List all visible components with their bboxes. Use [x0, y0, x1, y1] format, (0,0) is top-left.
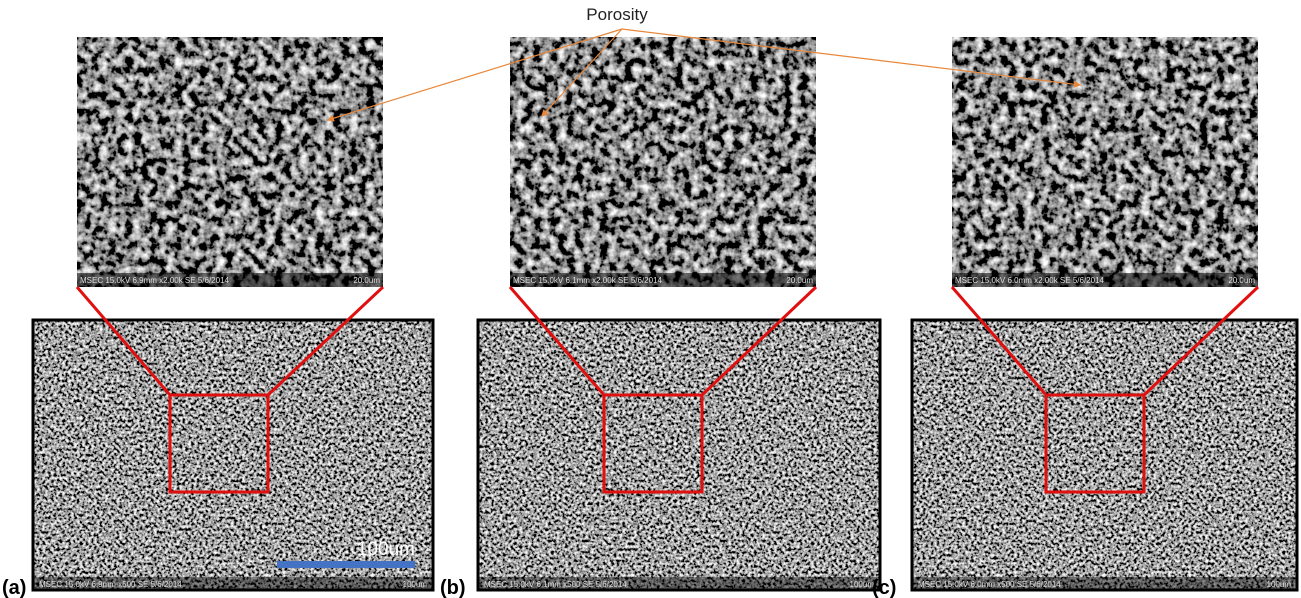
image-info: MSEC 15.0kV 6.0mm x2.00k SE 5/6/2014 [955, 276, 1105, 285]
panel-label: (a) [2, 577, 26, 598]
sem-image-zoom [77, 37, 383, 287]
image-scale: 20.0um [786, 276, 813, 285]
panel-label: (c) [872, 577, 896, 598]
sem-image-zoom [510, 37, 816, 287]
scale-bar [277, 561, 415, 568]
image-scale: 100um [403, 580, 428, 589]
panel-label: (b) [440, 577, 466, 598]
image-info: MSEC 15.0kV 6.9mm x500 SE 5/6/2014 [39, 580, 182, 589]
image-info: MSEC 15.0kV 6.9mm x2.00k SE 5/6/2014 [80, 276, 230, 285]
image-info: MSEC 15.0kV 6.0mm x500 SE 5/6/2014 [918, 580, 1061, 589]
scale-bar-label: 100um [357, 539, 415, 560]
image-info: MSEC 15.0kV 6.1mm x500 SE 5/6/2014 [484, 580, 627, 589]
image-scale: 20.0um [353, 276, 380, 285]
figure: Porosity MSEC 15.0kV 6.9mm x2.00k SE 5/6… [0, 0, 1301, 598]
sem-image [478, 320, 880, 590]
image-info: MSEC 15.0kV 6.1mm x2.00k SE 5/6/2014 [513, 276, 663, 285]
sem-image [912, 320, 1297, 590]
image-scale: 100um [850, 580, 875, 589]
image-scale: 100um [1267, 580, 1292, 589]
porosity-label: Porosity [586, 5, 648, 24]
image-scale: 20.0um [1228, 276, 1255, 285]
